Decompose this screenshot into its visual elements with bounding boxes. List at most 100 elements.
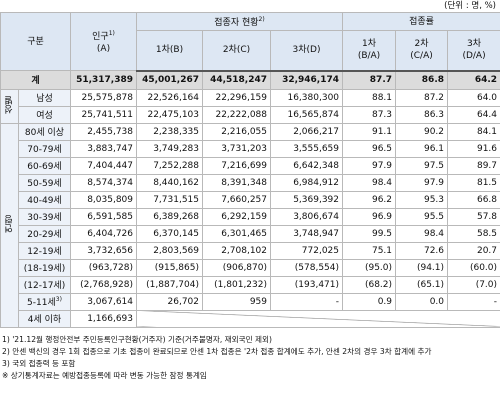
data-cell: 25,741,511 xyxy=(70,105,137,124)
data-cell: 8,440,162 xyxy=(136,173,203,192)
data-cell: 6,984,912 xyxy=(269,173,344,192)
row-label: 여성 xyxy=(18,105,71,124)
header-text: 1차 xyxy=(155,45,170,56)
data-cell: 97.9 xyxy=(342,156,397,175)
header-sub: (B) xyxy=(169,45,184,56)
footnote-ref: 1) xyxy=(108,30,115,37)
data-cell: 58.5 xyxy=(447,224,500,243)
data-cell: (193,471) xyxy=(269,275,344,294)
footnote: 2) 안센 백신의 경우 1회 접종으로 기초 접종이 완료되므로 안센 1차 … xyxy=(2,346,432,356)
data-cell: 7,660,257 xyxy=(202,190,271,209)
header-category: 구분 xyxy=(0,12,71,71)
row-label: 30-39세 xyxy=(18,207,71,226)
data-cell: 97.5 xyxy=(395,156,449,175)
data-cell: (1,801,232) xyxy=(202,275,271,294)
header-text: 3차 xyxy=(467,39,482,50)
data-cell: 84.1 xyxy=(447,122,500,141)
row-label-text: 4세 이하 xyxy=(27,315,62,325)
data-cell: (7.0) xyxy=(447,275,500,294)
data-cell: 6,292,159 xyxy=(202,207,271,226)
row-label-text: 40-49세 xyxy=(27,196,62,206)
data-cell: 7,731,515 xyxy=(136,190,203,209)
data-cell: 16,380,300 xyxy=(269,88,344,107)
data-cell: 6,301,465 xyxy=(202,224,271,243)
data-cell: 90.2 xyxy=(395,122,449,141)
data-cell: - xyxy=(447,292,500,311)
data-cell: 3,731,203 xyxy=(202,139,271,158)
data-cell: 25,575,878 xyxy=(70,88,137,107)
data-cell: 95.3 xyxy=(395,190,449,209)
header-text: 2차 xyxy=(414,39,429,50)
data-row: 70-79세 3,883,747 3,749,283 3,731,203 3,555,6… xyxy=(1,139,500,158)
footnote-ref: 2) xyxy=(258,16,265,23)
header-sub: (C) xyxy=(236,45,251,56)
row-label: 40-49세 xyxy=(18,190,71,209)
data-cell: (2,768,928) xyxy=(70,275,137,294)
data-cell: 3,883,747 xyxy=(70,139,137,158)
data-cell: 57.8 xyxy=(447,207,500,226)
group-text: 성별 xyxy=(5,95,15,114)
data-row: 성별 남성 25,575,878 22,526,164 22,296,159 16,380… xyxy=(0,88,500,124)
row-label: (18-19세) xyxy=(18,258,71,277)
row-label-text: 70-79세 xyxy=(27,145,62,155)
row-label-text: 5-11세 xyxy=(27,298,56,308)
header-dose: 1차(B) xyxy=(136,30,203,72)
empty-cell xyxy=(135,309,500,328)
unit-label: (단위 : 명, %) xyxy=(444,1,496,11)
group-text: 연령 xyxy=(5,214,15,233)
data-cell: 6,642,348 xyxy=(269,156,344,175)
row-label-text: 20-29세 xyxy=(27,230,62,240)
data-cell: 91.1 xyxy=(342,122,397,141)
header-vaccinated: 접종자 현황2) xyxy=(135,12,344,31)
data-cell: - xyxy=(269,292,344,311)
data-cell: 98.4 xyxy=(395,224,449,243)
data-cell: 22,296,159 xyxy=(202,88,271,107)
header-row: 1차(B) 2차(C) 3차(D) 1차 (B/A) 2차 (C/A) 3차 (D/A) xyxy=(1,30,500,72)
data-cell: (94.1) xyxy=(395,258,449,277)
data-cell: 88.1 xyxy=(342,88,397,107)
data-cell: 96.1 xyxy=(395,139,449,158)
data-row: (18-19세) (963,728) (915,865) (906,870) (578,… xyxy=(1,258,500,277)
data-cell: 2,216,055 xyxy=(202,122,271,141)
header-dose: 2차(C) xyxy=(202,30,271,72)
data-cell: 96.2 xyxy=(342,190,397,209)
row-label-text: 12-19세 xyxy=(27,247,62,257)
data-cell: 8,035,809 xyxy=(70,190,137,209)
row-label-text: 30-39세 xyxy=(27,213,62,223)
data-cell: 6,370,145 xyxy=(136,224,203,243)
data-row: 60-69세 7,404,447 7,252,288 7,216,699 6,642,3… xyxy=(1,156,500,175)
data-cell: 3,555,659 xyxy=(269,139,344,158)
header-text: 접종자 현황 xyxy=(214,18,259,28)
data-cell: 2,708,102 xyxy=(202,241,271,260)
row-label: 50-59세 xyxy=(18,173,71,192)
data-cell: 3,806,674 xyxy=(269,207,344,226)
data-cell: 2,066,217 xyxy=(269,122,344,141)
data-cell: 22,526,164 xyxy=(136,88,203,107)
data-cell: 2,238,335 xyxy=(136,122,203,141)
total-row: 계 51,317,389 45,001,267 44,518,247 32,946,17… xyxy=(0,70,500,90)
data-cell: 86.8 xyxy=(395,70,449,90)
data-cell: 0.0 xyxy=(395,292,449,311)
data-cell: 2,803,569 xyxy=(136,241,203,260)
row-label: 20-29세 xyxy=(18,224,71,243)
data-cell: 22,475,103 xyxy=(136,105,203,124)
data-cell: 16,565,874 xyxy=(269,105,344,124)
data-cell: 6,404,726 xyxy=(70,224,137,243)
row-label: 남성 xyxy=(18,88,71,107)
data-cell: (95.0) xyxy=(342,258,397,277)
row-label-text: (12-17세) xyxy=(23,281,66,291)
row-label-text: 80세 이상 xyxy=(24,128,65,138)
data-row: 40-49세 8,035,809 7,731,515 7,660,257 5,369,3… xyxy=(1,190,500,209)
data-cell: 44,518,247 xyxy=(202,70,271,90)
data-cell: 1,166,693 xyxy=(70,309,137,328)
header-rate: 접종률 xyxy=(342,12,500,31)
data-cell: 97.9 xyxy=(395,173,449,192)
footnotes: 1) '21.12월 행정안전부 주민등록인구현황(거주자) 기준(거주불명자,… xyxy=(0,334,500,382)
data-cell: (68.2) xyxy=(342,275,397,294)
footnote: 3) 국외 접종력 등 포함 xyxy=(2,358,76,368)
data-cell: (906,870) xyxy=(202,258,271,277)
data-cell: 66.8 xyxy=(447,190,500,209)
row-label: 60-69세 xyxy=(18,156,71,175)
header-text: 인구 xyxy=(92,32,109,42)
footnote: 1) '21.12월 행정안전부 주민등록인구현황(거주자) 기준(거주불명자,… xyxy=(2,334,272,344)
